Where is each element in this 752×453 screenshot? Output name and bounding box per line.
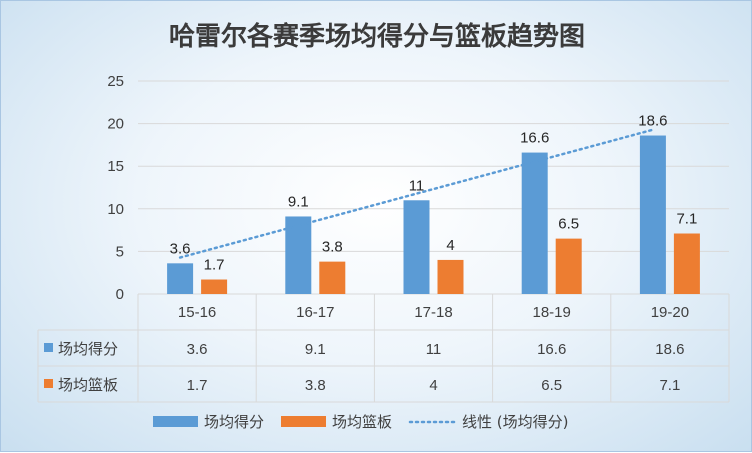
table-cell: 7.1 (659, 377, 680, 394)
legend-label: 场均篮板 (332, 413, 392, 431)
data-label: 6.5 (558, 216, 579, 233)
data-label: 1.7 (204, 257, 225, 274)
bar (403, 200, 430, 294)
bar (521, 152, 548, 294)
legend-label: 线性 (场均得分) (462, 413, 568, 431)
trendline (178, 128, 655, 259)
table-cell: 4 (429, 377, 437, 394)
y-tick-label: 25 (107, 73, 124, 90)
legend-swatch (281, 416, 326, 427)
table-legend-key (44, 379, 53, 388)
y-tick-label: 20 (107, 116, 124, 133)
bar (319, 261, 346, 294)
table-cell: 16.6 (537, 341, 566, 358)
bar (201, 279, 228, 294)
data-label: 3.8 (322, 239, 343, 256)
x-tick-label: 18-19 (533, 304, 571, 321)
table-cell: 18.6 (655, 341, 684, 358)
data-label: 18.6 (638, 113, 667, 130)
table-row-label: 场均篮板 (58, 376, 118, 394)
bar (555, 238, 582, 294)
table-cell: 3.8 (305, 377, 326, 394)
data-label: 4 (446, 237, 454, 254)
table-legend-key (44, 343, 53, 352)
bar (437, 259, 464, 294)
x-tick-label: 15-16 (178, 304, 216, 321)
data-label: 11 (409, 177, 425, 194)
table-cell: 3.6 (187, 341, 208, 358)
data-label: 9.1 (288, 193, 309, 210)
data-label: 3.6 (170, 240, 191, 257)
bar (167, 263, 194, 294)
y-tick-label: 5 (116, 243, 124, 260)
x-tick-label: 16-17 (296, 304, 334, 321)
data-label: 16.6 (520, 130, 549, 147)
chart-title: 哈雷尔各赛季场均得分与篮板趋势图 (169, 21, 585, 52)
bar (285, 216, 312, 294)
x-tick-label: 17-18 (414, 304, 452, 321)
table-cell: 1.7 (187, 377, 208, 394)
table-row-label: 场均得分 (58, 340, 118, 358)
y-tick-label: 10 (107, 201, 124, 218)
y-tick-label: 0 (116, 286, 124, 303)
table-cell: 11 (426, 341, 442, 358)
data-label: 7.1 (676, 211, 697, 228)
table-cell: 9.1 (305, 341, 326, 358)
y-tick-label: 15 (107, 158, 124, 175)
table-cell: 6.5 (541, 377, 562, 394)
x-tick-label: 19-20 (651, 304, 689, 321)
legend-label: 场均得分 (204, 413, 264, 431)
legend-swatch (153, 416, 198, 427)
bar (673, 233, 700, 294)
bar (639, 135, 666, 294)
